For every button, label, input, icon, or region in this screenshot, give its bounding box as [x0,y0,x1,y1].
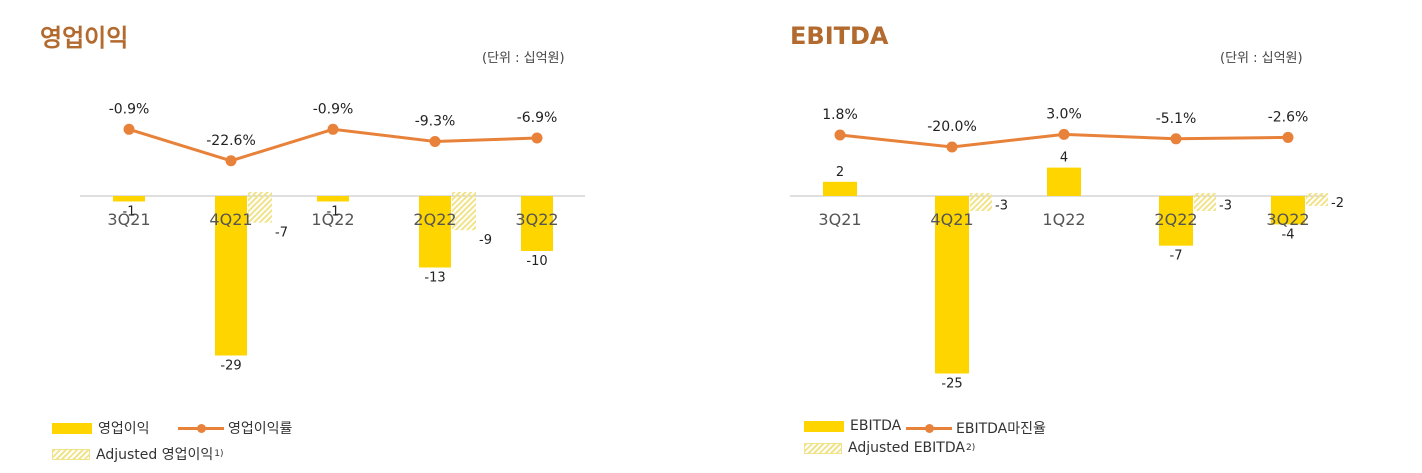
legend-hatch-label: Adjusted 영업이익 [96,447,214,463]
margin-label-3Q22: -6.9% [517,110,558,126]
margin-point-3Q21 [123,123,135,135]
margin-point-2Q22 [429,135,441,147]
margin-label-2Q22: -9.3% [415,113,456,129]
bar-4Q21 [215,196,247,356]
margin-label-2Q22: -5.1% [1156,111,1197,127]
bar-3Q22 [1271,196,1305,225]
category-label-1Q22: 1Q22 [1042,210,1085,229]
adjusted-bar-2Q22 [1194,193,1216,211]
bar-value-label-3Q22: -10 [526,254,547,269]
bar-1Q22 [317,196,349,202]
margin-label-3Q21: -0.9% [109,101,150,117]
category-label-4Q21: 4Q21 [209,210,252,229]
bar-2Q22 [419,196,451,268]
bar-4Q21 [935,196,969,374]
adjusted-value-label-4Q21: -3 [995,199,1008,214]
category-label-3Q22: 3Q22 [515,210,558,229]
adjusted-bar-3Q22 [1306,193,1328,206]
legend-hatch-label: Adjusted EBITDA [848,440,965,456]
margin-label-1Q22: -0.9% [313,101,354,117]
margin-point-3Q21 [834,129,846,141]
margin-label-4Q21: -20.0% [927,119,977,135]
bar-3Q22 [521,196,553,251]
bar-1Q22 [1047,167,1081,196]
bar-value-label-3Q21: -1 [123,205,136,220]
category-label-4Q21: 4Q21 [930,210,973,229]
unit-label: (단위 : 십억원) [482,51,565,66]
chart-title: EBITDA [790,22,889,50]
bar-3Q21 [113,196,145,202]
legend-hatch-footnote: 2) [965,443,976,453]
bar-value-label-2Q22: -7 [1170,249,1183,264]
legend-line-label: 영업이익률 [228,421,293,437]
bar-value-label-3Q22: -4 [1282,227,1295,242]
legend-bar-swatch [52,422,92,434]
margin-label-4Q21: -22.6% [206,133,256,149]
adjusted-value-label-4Q21: -7 [275,226,288,241]
operating-profit-chart: 3Q21-1-74Q21-291Q22-1-92Q22-133Q22-10-0.… [80,101,585,374]
category-label-3Q21: 3Q21 [818,210,861,229]
legend-item-hatch: Adjusted 영업이익 1) [52,444,223,464]
legend-item-bar: 영업이익 [52,418,150,438]
margin-point-1Q22 [1058,128,1070,140]
bar-2Q22 [1159,196,1193,246]
category-label-2Q22: 2Q22 [1154,210,1197,229]
ebitda-chart: 3Q21 2 -3 4Q21 -25 1Q22 4 -3 2Q22 -7 -2 3Q22-4 1.8% -… [790,106,1344,392]
adjusted-value-label-3Q22: -2 [1331,196,1344,211]
legend-item-hatch: Adjusted EBITDA 2) [804,440,975,456]
margin-point-4Q21 [225,155,237,167]
legend-item-line: 영업이익률 [178,418,292,438]
margin-point-2Q22 [1170,133,1182,145]
legend-item-line: EBITDA마진율 [906,418,1046,438]
adjusted-bar-4Q21 [970,193,992,211]
category-label-3Q21: 3Q21 [107,210,150,229]
margin-point-3Q22 [1282,131,1294,143]
legend-line-label: EBITDA마진율 [956,421,1046,437]
legend-bar-swatch [804,420,844,432]
category-label-1Q22: 1Q22 [311,210,354,229]
legend-hatch-footnote: 1) [214,449,224,459]
bar-value-label-4Q21: -25 [941,377,962,392]
adjusted-value-label-2Q22: -9 [479,233,492,248]
unit-label: (단위 : 십억원) [1220,51,1303,66]
legend-hatch-swatch [804,442,842,454]
bar-value-label-3Q21: 2 [836,165,844,180]
margin-label-3Q22: -2.6% [1268,109,1309,125]
legend-bar-label: EBITDA [850,418,902,434]
margin-point-4Q21 [946,141,958,153]
bar-value-label-2Q22: -13 [424,271,445,286]
chart-title: 영업이익 [40,24,129,52]
margin-point-3Q22 [531,132,543,144]
adjusted-value-label-2Q22: -3 [1219,199,1232,214]
margin-label-1Q22: 3.0% [1046,106,1082,122]
adjusted-bar-2Q22 [452,192,476,231]
legend-line-swatch [178,423,224,434]
bar-3Q21 [823,181,857,196]
margin-label-3Q21: 1.8% [822,107,858,123]
legend-hatch-swatch [52,448,90,460]
legend-bar-label: 영업이익 [98,421,150,437]
bar-value-label-1Q22: -1 [327,205,340,220]
operating-profit-panel: 영업이익 (단위 : 십억원) 3Q21 -1 -7 4Q21 -29 1Q22 -1 -9 2… [0,0,620,473]
ebitda-panel: EBITDA (단위 : 십억원) 3Q21 2 -3 4Q21 -25 1Q22 4 -3 2… [790,0,1410,473]
margin-point-1Q22 [327,123,339,135]
legend-line-swatch [906,423,952,434]
bar-value-label-4Q21: -29 [220,359,241,374]
category-label-2Q22: 2Q22 [413,210,456,229]
adjusted-bar-4Q21 [248,192,272,223]
category-label-3Q22: 3Q22 [1266,210,1309,229]
legend-item-bar: EBITDA [804,418,901,434]
bar-value-label-1Q22: 4 [1060,151,1068,166]
